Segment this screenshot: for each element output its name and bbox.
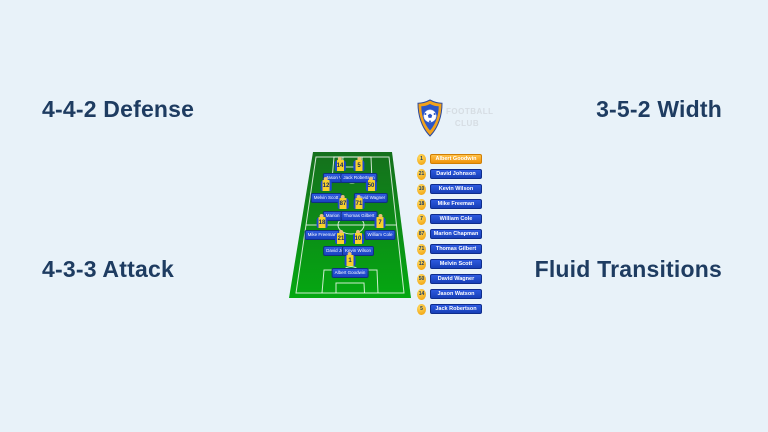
roster-name-chip[interactable]: Melvin Scott xyxy=(430,259,482,269)
roster-name-chip[interactable]: Marion Chapman xyxy=(430,229,482,239)
roster-row[interactable]: 21 David Johnson xyxy=(417,168,482,180)
roster-name-chip[interactable]: Kevin Wilson xyxy=(430,184,482,194)
club-badge-shield-soccer-ball-icon xyxy=(417,99,443,137)
player-name-tag: Albert Goodwin xyxy=(331,268,369,278)
pitch-player[interactable]: 1 Albert Goodwin xyxy=(331,252,369,278)
roster-row[interactable]: 18 Mike Freeman xyxy=(417,198,482,210)
roster-name-chip[interactable]: Mike Freeman xyxy=(430,199,482,209)
roster-row[interactable]: 87 Marion Chapman xyxy=(417,228,482,240)
roster-number-badge: 7 xyxy=(417,213,426,225)
tactic-label-defense: 4-4-2 Defense xyxy=(42,96,195,122)
roster-row[interactable]: 50 David Wagner xyxy=(417,273,482,285)
roster-row[interactable]: 71 Thomas Gilbert xyxy=(417,243,482,255)
roster-name-chip[interactable]: Thomas Gilbert xyxy=(430,244,482,254)
roster-list: 1 Albert Goodwin 21 David Johnson 10 Kevin Wi… xyxy=(417,153,482,315)
roster-number-badge: 12 xyxy=(417,258,426,270)
roster-name-chip[interactable]: David Wagner xyxy=(430,274,482,284)
roster-number-badge: 14 xyxy=(417,288,426,300)
player-shirt-number: 50 xyxy=(365,180,377,191)
club-watermark-text: FOOTBALL CLUB xyxy=(446,106,494,130)
roster-number-badge: 71 xyxy=(417,243,426,255)
roster-name-chip[interactable]: William Cole xyxy=(430,214,482,224)
player-shirt-number: 10 xyxy=(352,233,364,244)
roster-number-badge: 21 xyxy=(417,168,426,180)
roster-number-badge: 87 xyxy=(417,228,426,240)
player-shirt-number: 12 xyxy=(320,180,332,191)
roster-row[interactable]: 12 Melvin Scott xyxy=(417,258,482,270)
club-watermark-line2: CLUB xyxy=(454,119,480,128)
roster-number-badge: 18 xyxy=(417,198,426,210)
roster-number-badge: 10 xyxy=(417,183,426,195)
roster-row[interactable]: 14 Jason Watson xyxy=(417,288,482,300)
roster-number-badge: 5 xyxy=(417,303,426,315)
roster-row[interactable]: 1 Albert Goodwin xyxy=(417,153,482,165)
player-shirt-number: 18 xyxy=(316,217,328,228)
roster-row[interactable]: 5 Jack Robertson xyxy=(417,303,482,315)
tactic-label-transitions: Fluid Transitions xyxy=(534,256,722,282)
roster-row[interactable]: 7 William Cole xyxy=(417,213,482,225)
club-watermark-line1: FOOTBALL xyxy=(446,107,494,116)
player-shirt-number: 5 xyxy=(353,160,365,171)
roster-name-chip[interactable]: Albert Goodwin xyxy=(430,154,482,164)
tactic-label-width: 3-5-2 Width xyxy=(596,96,722,122)
roster-name-chip[interactable]: Jack Robertson xyxy=(430,304,482,314)
player-shirt-number: 7 xyxy=(374,217,386,228)
roster-number-badge: 50 xyxy=(417,273,426,285)
player-shirt-number: 71 xyxy=(353,198,365,209)
player-shirt-number: 1 xyxy=(344,255,356,266)
roster-name-chip[interactable]: Jason Watson xyxy=(430,289,482,299)
roster-number-badge: 1 xyxy=(417,153,426,165)
tactic-label-attack: 4-3-3 Attack xyxy=(42,256,174,282)
roster-name-chip[interactable]: David Johnson xyxy=(430,169,482,179)
roster-row[interactable]: 10 Kevin Wilson xyxy=(417,183,482,195)
